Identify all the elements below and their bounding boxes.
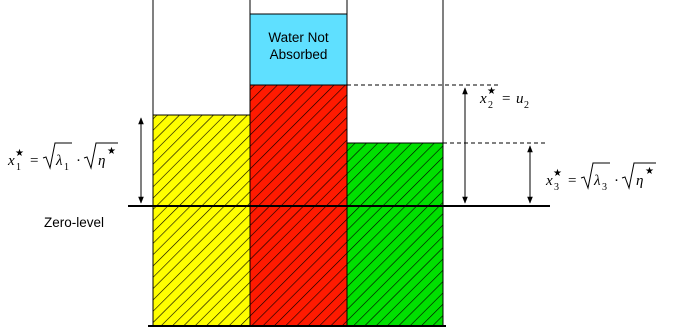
water-box-label-line1: Water Not — [268, 30, 329, 45]
x2-rhs-sub: 2 — [524, 100, 529, 111]
x3-eta: η — [636, 173, 643, 189]
water-not-absorbed-box — [249, 13, 348, 86]
x3-star: ★ — [553, 168, 562, 179]
x2-equals: = — [502, 91, 510, 107]
x1-sqrt2-radical — [83, 142, 118, 170]
x1-equals: = — [30, 153, 38, 169]
yellow-column-hatch — [152, 114, 251, 327]
x1-dot: · — [76, 153, 81, 169]
x3-sub: 3 — [554, 182, 559, 193]
x3-sqrt1-radical — [580, 162, 610, 190]
x3-lambda-sub: 3 — [602, 182, 607, 193]
x1-lambda: λ — [55, 153, 63, 169]
x3-sqrt2-radical — [621, 162, 656, 190]
equation-x2: x 2 ★ = u 2 — [479, 86, 529, 111]
x1-eta-star: ★ — [107, 146, 116, 157]
equation-x3: x 3 ★ = λ 3 · η ★ — [545, 162, 656, 193]
equation-x1: x 1 ★ = λ 1 · η ★ — [7, 142, 118, 173]
x2-rhs: u — [516, 91, 524, 107]
x2-sub: 2 — [488, 100, 493, 111]
x3-dot: · — [614, 173, 619, 189]
x1-star: ★ — [15, 148, 24, 159]
x3-var: x — [545, 173, 553, 189]
x1-lambda-sub: 1 — [64, 162, 69, 173]
green-column-hatch — [346, 142, 444, 327]
x2-star: ★ — [487, 86, 496, 97]
x3-equals: = — [568, 173, 576, 189]
x1-sub: 1 — [16, 162, 21, 173]
water-box-label-line2: Absorbed — [270, 47, 328, 62]
x3-eta-star: ★ — [645, 166, 654, 177]
x3-lambda: λ — [593, 173, 601, 189]
x2-var: x — [479, 91, 487, 107]
zero-level-label: Zero-level — [44, 215, 104, 230]
x1-var: x — [7, 153, 15, 169]
x1-sqrt1-radical — [42, 142, 72, 170]
x1-eta: η — [98, 153, 105, 169]
